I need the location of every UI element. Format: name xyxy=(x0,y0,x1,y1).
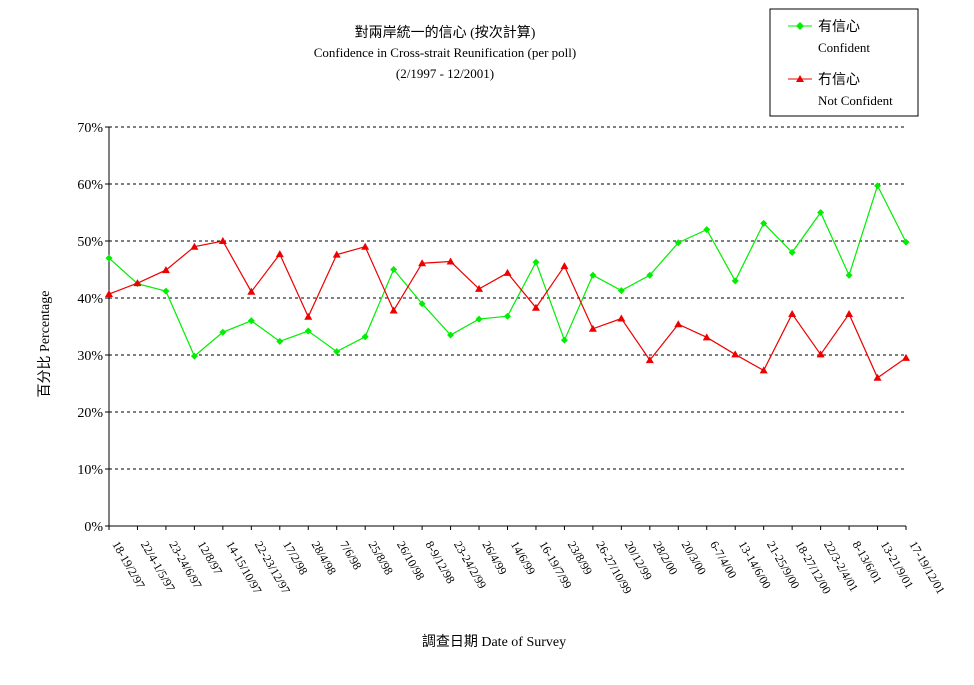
data-point xyxy=(902,238,910,246)
y-tick-label: 30% xyxy=(77,349,103,364)
x-tick-label: 23/8/99 xyxy=(565,539,595,578)
data-point xyxy=(361,242,370,250)
data-point xyxy=(190,352,198,360)
data-point xyxy=(788,309,797,317)
data-point xyxy=(161,266,170,274)
x-axis-ticks: 18-19/2/9722/4-1/5/9723-24/6/9712/8/9714… xyxy=(108,526,948,597)
data-point xyxy=(588,324,597,332)
data-point xyxy=(389,306,398,314)
y-tick-label: 70% xyxy=(77,121,103,136)
data-point xyxy=(902,353,910,361)
data-point xyxy=(703,226,711,234)
data-point xyxy=(503,268,512,276)
x-tick-label: 17/2/98 xyxy=(280,539,310,578)
data-point xyxy=(418,259,427,267)
data-point xyxy=(218,237,227,244)
data-point xyxy=(816,350,825,358)
data-point xyxy=(646,271,654,279)
x-axis-label: 調查日期 Date of Survey xyxy=(422,634,566,650)
x-tick-label: 17-19/12/01 xyxy=(906,539,947,597)
chart-period: (2/1997 - 12/2001) xyxy=(396,66,494,81)
x-tick-label: 7/6/98 xyxy=(337,539,364,573)
data-point xyxy=(390,266,398,273)
data-point xyxy=(446,257,455,265)
legend-marker-not-confident xyxy=(796,75,804,82)
legend-label-not-confident-zh: 冇信心 xyxy=(818,72,860,88)
data-point xyxy=(304,312,313,320)
data-point xyxy=(275,250,284,258)
data-point xyxy=(531,303,540,311)
data-point xyxy=(560,262,569,270)
x-tick-label: 6-7/4/00 xyxy=(707,539,739,581)
data-point xyxy=(276,337,284,345)
y-tick-label: 0% xyxy=(84,520,103,535)
data-point xyxy=(333,348,341,356)
data-point xyxy=(845,309,854,317)
data-point xyxy=(617,287,625,295)
data-point xyxy=(617,314,626,322)
data-point xyxy=(105,290,113,298)
legend: 有信心 Confident 冇信心 Not Confident xyxy=(769,8,919,117)
data-point xyxy=(874,182,882,190)
data-point xyxy=(645,356,654,364)
data-point xyxy=(560,336,568,344)
data-point xyxy=(475,315,483,323)
legend-label-confident-zh: 有信心 xyxy=(818,19,860,35)
data-point xyxy=(532,258,540,266)
y-axis-ticks: 0% 10% 20% 30% 40% 50% 60% 70% xyxy=(77,121,109,535)
data-point xyxy=(873,373,882,381)
data-point xyxy=(674,239,682,247)
y-tick-label: 50% xyxy=(77,235,103,250)
series-confident xyxy=(105,182,910,360)
legend-marker-confident xyxy=(796,22,804,30)
data-point xyxy=(304,327,312,335)
data-point xyxy=(731,277,739,285)
y-tick-label: 10% xyxy=(77,463,103,478)
x-tick-label: 28/2/00 xyxy=(650,539,680,578)
y-tick-label: 40% xyxy=(77,292,103,307)
series-not-confident xyxy=(105,237,910,381)
x-tick-label: 14/6/99 xyxy=(508,539,538,578)
series-line xyxy=(108,240,907,379)
data-point xyxy=(105,254,113,262)
y-tick-label: 60% xyxy=(77,178,103,193)
data-point xyxy=(817,209,825,216)
data-point xyxy=(760,219,768,227)
data-point xyxy=(219,328,227,336)
data-point xyxy=(247,287,256,295)
data-point xyxy=(731,350,740,358)
x-tick-label: 12/8/97 xyxy=(195,539,225,578)
grid xyxy=(109,126,906,470)
data-point xyxy=(759,366,768,374)
legend-box xyxy=(769,8,919,117)
data-point xyxy=(845,271,853,279)
chart-subtitle: Confidence in Cross-strait Reunification… xyxy=(314,45,576,60)
legend-label-confident-en: Confident xyxy=(818,40,870,55)
series xyxy=(105,182,910,381)
data-point xyxy=(589,271,597,279)
data-point xyxy=(418,300,426,308)
x-tick-label: 28/4/98 xyxy=(309,539,339,578)
y-tick-label: 20% xyxy=(77,406,103,421)
legend-label-not-confident-en: Not Confident xyxy=(818,93,893,108)
data-point xyxy=(504,312,511,320)
data-point xyxy=(674,320,683,328)
y-axis-label: 百分比 Percentage xyxy=(37,291,53,398)
data-point xyxy=(788,248,796,256)
x-tick-label: 26/4/99 xyxy=(479,539,509,578)
data-point xyxy=(133,279,142,287)
data-point xyxy=(247,317,255,325)
data-point xyxy=(190,242,199,250)
data-point xyxy=(447,331,455,339)
x-tick-label: 20/3/00 xyxy=(679,539,709,578)
data-point xyxy=(162,287,170,295)
x-tick-label: 25/8/98 xyxy=(366,539,396,578)
data-point xyxy=(475,284,484,292)
data-point xyxy=(361,333,369,341)
data-point xyxy=(702,333,711,341)
chart-title: 對兩岸統一的信心 (按次計算) xyxy=(355,25,536,41)
data-point xyxy=(332,250,341,258)
